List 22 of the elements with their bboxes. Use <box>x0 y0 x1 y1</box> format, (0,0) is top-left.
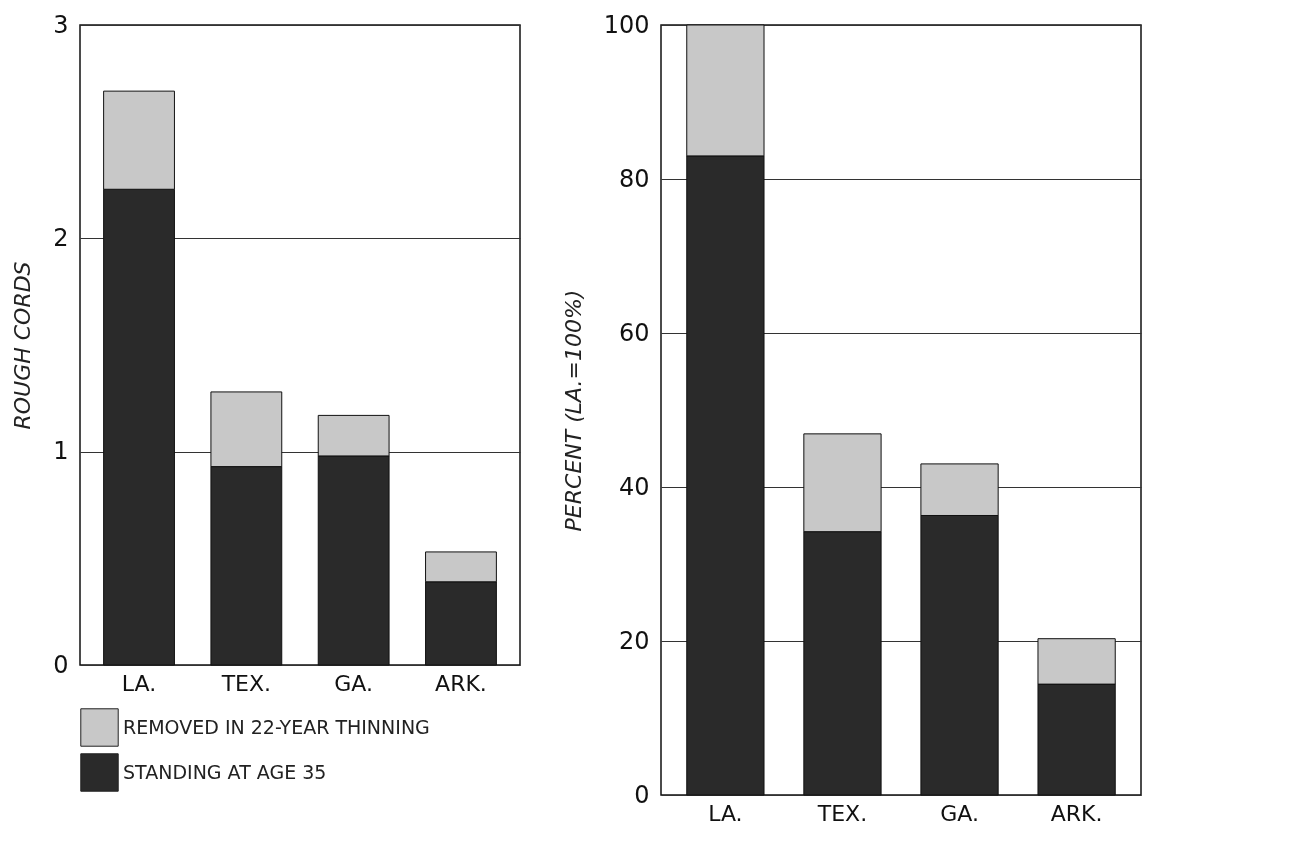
y-tick-label: 0 <box>53 650 69 679</box>
x-tick-label: TEX. <box>220 670 272 696</box>
y-tick-label: 60 <box>618 318 650 347</box>
x-tick-label: TEX. <box>816 800 868 826</box>
y-tick-label: 2 <box>53 223 69 252</box>
x-tick-label: LA. <box>708 800 743 826</box>
legend-label: REMOVED IN 22-YEAR THINNING <box>123 715 430 738</box>
y-tick-label: 80 <box>618 164 650 193</box>
y-axis-title: ROUGH CORDS <box>10 261 36 430</box>
y-tick-label: 40 <box>618 472 650 501</box>
x-tick-label: GA. <box>334 670 374 696</box>
x-tick-label: ARK. <box>435 670 487 696</box>
y-axis-title: PERCENT (LA.=100%) <box>560 289 586 532</box>
x-tick-label: LA. <box>121 670 157 696</box>
y-tick-label: 3 <box>53 10 69 39</box>
x-tick-label: ARK. <box>1050 800 1103 826</box>
y-tick-label: 20 <box>618 626 650 655</box>
y-tick-label: 100 <box>603 10 650 39</box>
x-tick-label: GA. <box>940 800 979 826</box>
y-tick-label: 1 <box>53 437 69 466</box>
legend-label: STANDING AT AGE 35 <box>123 760 327 783</box>
y-tick-label: 0 <box>634 780 650 809</box>
